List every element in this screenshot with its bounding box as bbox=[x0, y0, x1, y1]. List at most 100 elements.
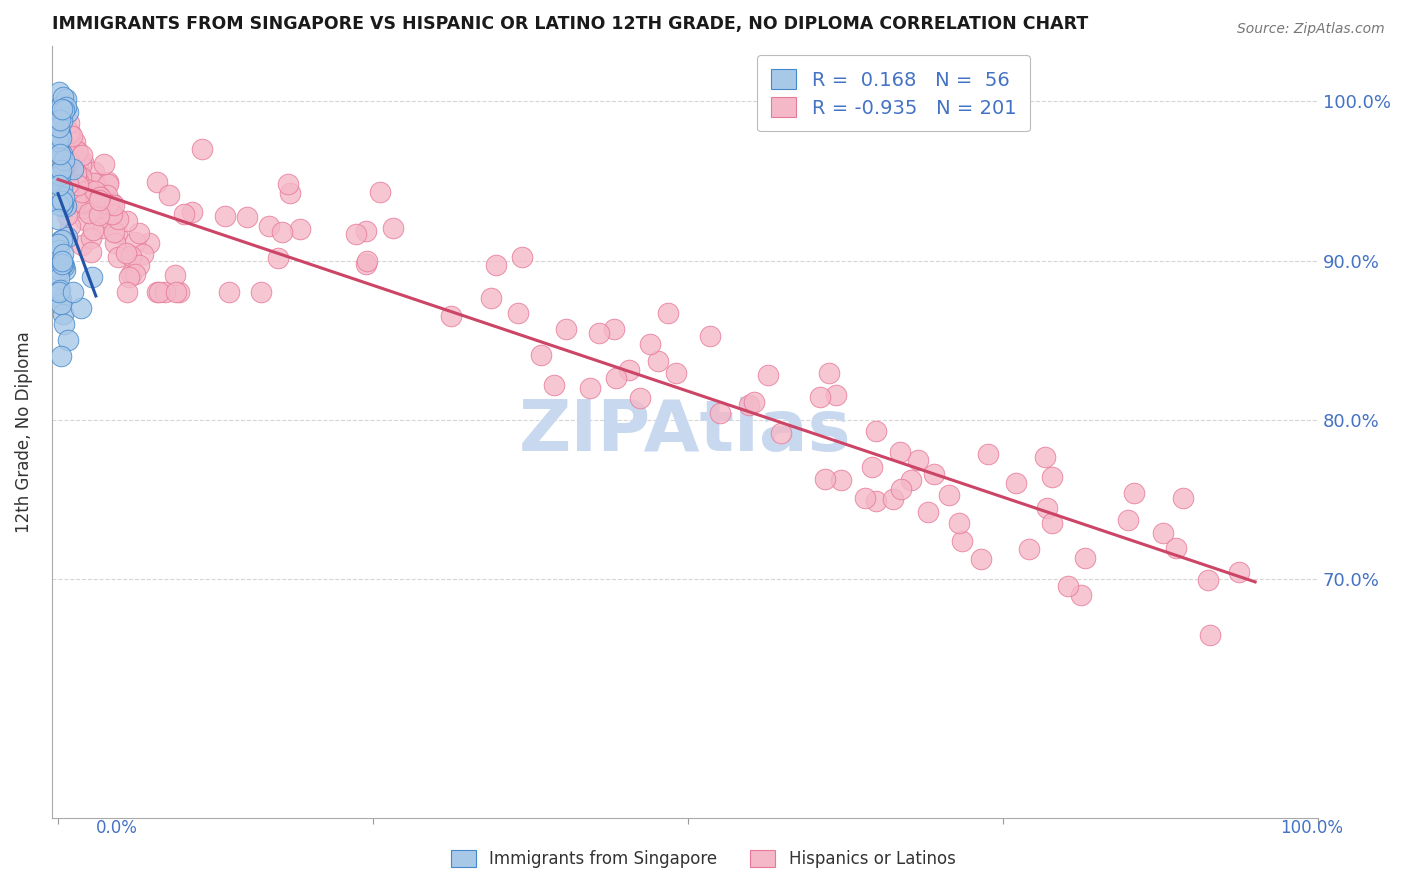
Point bbox=[52, 247, 75, 261]
Point bbox=[1040, 516, 1063, 530]
Point bbox=[128, 226, 150, 240]
Point bbox=[58, 115, 80, 129]
Point bbox=[90, 184, 112, 198]
Point bbox=[738, 398, 761, 412]
Point bbox=[1074, 551, 1097, 566]
Point bbox=[96, 187, 118, 202]
Point bbox=[80, 244, 103, 259]
Point bbox=[48, 211, 70, 226]
Point bbox=[107, 250, 129, 264]
Point bbox=[87, 189, 110, 203]
Point bbox=[49, 147, 72, 161]
Point bbox=[48, 153, 70, 167]
Point bbox=[59, 168, 82, 182]
Point bbox=[58, 125, 80, 139]
Point bbox=[55, 159, 77, 173]
Point bbox=[56, 185, 79, 199]
Point bbox=[853, 491, 876, 506]
Point bbox=[543, 377, 565, 392]
Point bbox=[218, 285, 240, 300]
Point bbox=[70, 158, 93, 172]
Point bbox=[1171, 491, 1194, 506]
Point bbox=[148, 285, 170, 300]
Point bbox=[354, 224, 377, 238]
Point bbox=[103, 197, 125, 211]
Point bbox=[938, 488, 960, 502]
Point bbox=[52, 197, 75, 211]
Point bbox=[52, 257, 75, 271]
Point bbox=[344, 227, 367, 241]
Point bbox=[530, 347, 553, 361]
Point bbox=[814, 472, 837, 486]
Point bbox=[51, 180, 73, 194]
Point bbox=[889, 445, 911, 459]
Point bbox=[48, 85, 70, 99]
Point bbox=[53, 160, 76, 174]
Point bbox=[1070, 588, 1092, 602]
Point bbox=[657, 306, 679, 320]
Point bbox=[120, 267, 142, 281]
Point bbox=[53, 153, 76, 167]
Point bbox=[214, 209, 236, 223]
Point bbox=[1152, 526, 1174, 541]
Point bbox=[146, 174, 169, 188]
Point bbox=[860, 459, 883, 474]
Point bbox=[1197, 573, 1219, 587]
Point bbox=[485, 258, 508, 272]
Point bbox=[173, 207, 195, 221]
Point bbox=[440, 310, 463, 324]
Point bbox=[70, 169, 93, 184]
Point bbox=[890, 482, 912, 496]
Point bbox=[96, 175, 118, 189]
Point bbox=[48, 243, 70, 257]
Point bbox=[605, 371, 627, 385]
Point bbox=[80, 269, 103, 284]
Point bbox=[48, 145, 70, 160]
Point bbox=[49, 168, 72, 182]
Point bbox=[865, 493, 887, 508]
Point bbox=[91, 221, 114, 235]
Point bbox=[69, 301, 91, 316]
Point bbox=[105, 226, 128, 240]
Point bbox=[114, 246, 136, 260]
Point bbox=[53, 103, 76, 117]
Point bbox=[60, 176, 83, 190]
Point bbox=[118, 269, 141, 284]
Point bbox=[53, 259, 76, 273]
Point bbox=[49, 296, 72, 310]
Point bbox=[1018, 541, 1040, 556]
Point bbox=[48, 198, 70, 212]
Point bbox=[107, 212, 129, 227]
Point bbox=[65, 169, 87, 183]
Point bbox=[70, 185, 93, 199]
Point bbox=[588, 326, 610, 340]
Point bbox=[94, 211, 117, 225]
Point bbox=[145, 285, 167, 300]
Point bbox=[48, 147, 70, 161]
Point bbox=[882, 491, 904, 506]
Point bbox=[808, 390, 831, 404]
Point bbox=[950, 534, 973, 549]
Point bbox=[62, 161, 84, 176]
Point bbox=[51, 162, 73, 177]
Point bbox=[82, 222, 104, 236]
Point bbox=[53, 139, 76, 153]
Point bbox=[48, 134, 70, 148]
Point bbox=[103, 226, 125, 240]
Point bbox=[270, 225, 292, 239]
Point bbox=[55, 175, 77, 189]
Text: IMMIGRANTS FROM SINGAPORE VS HISPANIC OR LATINO 12TH GRADE, NO DIPLOMA CORRELATI: IMMIGRANTS FROM SINGAPORE VS HISPANIC OR… bbox=[52, 15, 1088, 33]
Point bbox=[818, 366, 841, 380]
Point bbox=[917, 505, 939, 519]
Point bbox=[51, 307, 73, 321]
Point bbox=[48, 154, 70, 169]
Point bbox=[56, 229, 79, 244]
Point bbox=[51, 199, 73, 213]
Point bbox=[744, 395, 766, 409]
Point bbox=[70, 147, 93, 161]
Point bbox=[758, 368, 780, 382]
Point bbox=[1040, 470, 1063, 484]
Point bbox=[124, 268, 146, 282]
Point bbox=[56, 177, 79, 191]
Point bbox=[52, 190, 75, 204]
